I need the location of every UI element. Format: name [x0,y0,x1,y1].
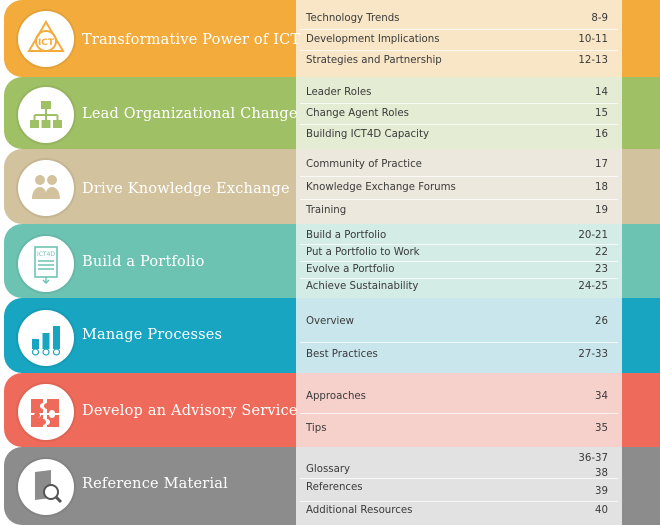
section-lead-change: Lead Organizational Change Leader Roles 1… [0,77,660,149]
toc-entry-label: Technology Trends [306,13,400,24]
section-edge [622,0,660,77]
toc-entry-label: Put a Portfolio to Work [306,247,420,258]
row-divider [300,244,618,245]
svg-text:ICT: ICT [38,38,55,48]
toc-entry-label: Tips [306,423,327,434]
section-title[interactable]: Transformative Power of ICT [82,32,301,48]
row-divider [300,261,618,262]
toc-entry-page: 8-9 [591,13,608,24]
section-panel [296,373,622,447]
row-divider [300,176,618,177]
bar-checks-icon [18,310,74,366]
toc-entry-page: 23 [595,264,608,275]
puzzle-icon [18,384,74,440]
section-title[interactable]: Manage Processes [82,327,223,343]
toc-entry-page: 17 [595,159,608,170]
section-panel [296,77,622,149]
toc-entry-label: Additional Resources [306,505,413,516]
section-advisory-service: Develop an Advisory Service Approaches 34… [0,373,660,447]
row-divider [300,124,618,125]
toc-entry-label: Overview [306,316,354,327]
section-reference-material: Reference Material Glossary 36-37 38 Refe… [0,447,660,525]
portfolio-document-icon: ICT4D [18,236,74,292]
section-title[interactable]: Drive Knowledge Exchange [82,181,290,197]
toc-entry-page: 12-13 [578,55,608,66]
toc-entry-page: 38 [595,468,608,479]
section-title[interactable]: Lead Organizational Change [82,106,298,122]
section-transformative-power: ICT Transformative Power of ICT Technolo… [0,0,660,77]
row-divider [300,478,618,479]
section-title[interactable]: Develop an Advisory Service [82,403,298,419]
toc-entry-page: 19 [595,205,608,216]
row-divider [300,103,618,104]
toc-entry-label: Build a Portfolio [306,230,387,241]
toc-entry-page: 24-25 [578,281,608,292]
row-divider [300,342,618,343]
section-title[interactable]: Build a Portfolio [82,254,205,270]
toc-entry-page: 40 [595,505,608,516]
toc-entry-label: Glossary [306,464,351,475]
toc-entry-label: Change Agent Roles [306,108,409,119]
toc-entry-label: Best Practices [306,349,378,360]
toc-entry-label: Training [306,205,347,216]
toc-entry-page: 20-21 [578,230,608,241]
section-edge [622,224,660,298]
section-panel [296,447,622,525]
row-divider [300,199,618,200]
row-divider [300,413,618,414]
section-panel [296,298,622,373]
toc-entry-page: 35 [595,423,608,434]
section-edge [622,298,660,373]
section-build-portfolio: ICT4D Build a Portfolio Build a Portfoli… [0,224,660,298]
section-edge [622,149,660,224]
toc-entry-label: Community of Practice [306,159,422,170]
toc-entry-label: Approaches [306,391,366,402]
toc-entry-page: 14 [595,87,608,98]
toc-entry-label: Evolve a Portfolio [306,264,395,275]
section-panel [296,0,622,77]
section-edge [622,77,660,149]
section-title[interactable]: Reference Material [82,476,228,492]
row-divider [300,278,618,279]
svg-text:ICT4D: ICT4D [37,251,55,258]
toc-entry-label: References [306,482,363,493]
people-exchange-icon [18,160,74,216]
book-search-icon [18,459,74,515]
toc-entry-page: 22 [595,247,608,258]
toc-entry-page: 16 [595,129,608,140]
toc-entry-page: 15 [595,108,608,119]
toc-entry-page: 27-33 [578,349,608,360]
toc-entry-page: 10-11 [578,34,608,45]
row-divider [300,501,618,502]
org-chart-icon [18,87,74,143]
ict-logo-icon: ICT [18,11,74,67]
row-divider [300,50,618,51]
section-edge [622,447,660,525]
toc-entry-page: 36-37 [578,453,608,464]
toc-entry-label: Development Implications [306,34,440,45]
toc-entry-page: 39 [595,486,608,497]
toc-entry-label: Strategies and Partnership [306,55,442,66]
toc-entry-page: 34 [595,391,608,402]
toc-entry-label: Achieve Sustainability [306,281,419,292]
toc-entry-page: 26 [595,316,608,327]
toc-entry-page: 18 [595,182,608,193]
toc-entry-label: Knowledge Exchange Forums [306,182,456,193]
row-divider [300,29,618,30]
toc-entry-label: Leader Roles [306,87,372,98]
toc-entry-label: Building ICT4D Capacity [306,129,429,140]
section-edge [622,373,660,447]
section-panel [296,149,622,224]
section-knowledge-exchange: Drive Knowledge Exchange Community of Pr… [0,149,660,224]
section-manage-processes: Manage Processes Overview 26 Best Practic… [0,298,660,373]
